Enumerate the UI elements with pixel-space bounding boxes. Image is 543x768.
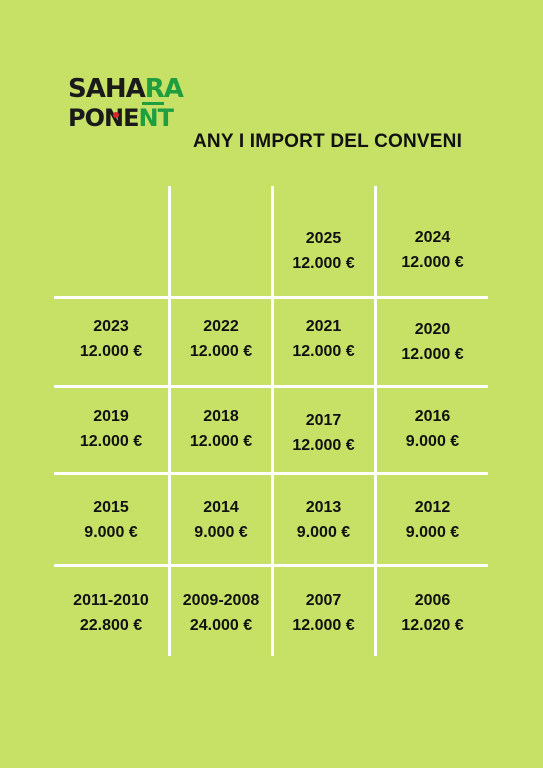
cell-amount: 9.000 € — [194, 524, 248, 541]
table-cell: 2011-2010 22.800 € — [54, 588, 168, 638]
logo-underline-bar — [142, 102, 164, 105]
cell-year: 2017 — [305, 412, 342, 429]
cell-amount: 12.020 € — [401, 617, 464, 634]
cell-amount: 12.000 € — [401, 254, 464, 271]
grid-hline-4 — [54, 564, 488, 567]
logo-red-dot-icon — [113, 112, 119, 118]
cell-amount: 12.000 € — [292, 255, 355, 272]
table-cell: 2017 12.000 € — [273, 408, 374, 458]
cell-amount: 12.000 € — [189, 433, 253, 450]
logo-line-1: SAHARA — [68, 74, 184, 104]
grid-hline-2 — [54, 385, 488, 388]
cell-year: 2012 — [414, 499, 451, 516]
cell-year: 2024 — [414, 229, 451, 246]
table-cell: 2012 9.000 € — [377, 495, 488, 545]
table-cell: 2025 12.000 € — [273, 226, 374, 276]
cell-amount: 12.000 € — [292, 437, 355, 454]
logo-text-nt: NT — [138, 104, 173, 132]
cell-year: 2009-2008 — [182, 592, 260, 609]
table-cell: 2019 12.000 € — [54, 404, 168, 454]
cell-year: 2011-2010 — [73, 592, 149, 609]
logo-text-ra: RA — [144, 74, 184, 104]
table-cell: 2016 9.000 € — [377, 404, 488, 454]
cell-year: 2006 — [414, 592, 451, 609]
grid-vline-1 — [168, 186, 171, 656]
table-cell: 2015 9.000 € — [54, 495, 168, 545]
cell-amount: 22.800 € — [79, 617, 143, 634]
cell-amount: 9.000 € — [296, 524, 351, 541]
sahara-ponent-logo: SAHARA PONENT — [68, 76, 184, 138]
table-cell: 2018 12.000 € — [171, 404, 271, 454]
cell-year: 2025 — [305, 230, 342, 247]
cell-year: 2014 — [203, 499, 239, 516]
table-cell: 2013 9.000 € — [273, 495, 374, 545]
cell-year: 2019 — [93, 408, 129, 425]
cell-amount: 9.000 € — [405, 433, 460, 450]
table-cell: 2021 12.000 € — [273, 314, 374, 364]
table-cell: 2020 12.000 € — [377, 317, 488, 367]
logo-line-2: PONENT — [68, 104, 174, 132]
grid-vline-3 — [374, 186, 377, 656]
cell-amount: 12.000 € — [401, 346, 464, 363]
cell-amount: 12.000 € — [79, 343, 143, 360]
cell-year: 2023 — [93, 318, 129, 335]
table-cell: 2009-2008 24.000 € — [171, 588, 271, 638]
cell-year: 2018 — [203, 408, 239, 425]
cell-year: 2022 — [203, 318, 239, 335]
cell-amount: 12.000 € — [189, 343, 253, 360]
cell-year: 2021 — [305, 318, 342, 335]
logo-text-pone: PONE — [68, 104, 139, 132]
cell-year: 2020 — [414, 321, 451, 338]
cell-year: 2013 — [305, 499, 342, 516]
cell-amount: 24.000 € — [189, 617, 253, 634]
grid-hline-1 — [54, 296, 488, 299]
table-cell: 2023 12.000 € — [54, 314, 168, 364]
grid-hline-3 — [54, 472, 488, 475]
table-cell: 2007 12.000 € — [273, 588, 374, 638]
table-cell: 2022 12.000 € — [171, 314, 271, 364]
cell-year: 2007 — [305, 592, 342, 609]
table-cell: 2014 9.000 € — [171, 495, 271, 545]
table-cell: 2006 12.020 € — [377, 588, 488, 638]
cell-amount: 9.000 € — [405, 524, 460, 541]
cell-amount: 12.000 € — [79, 433, 143, 450]
logo-text-saha: SAHA — [68, 74, 146, 104]
table-cell: 2024 12.000 € — [377, 225, 488, 275]
cell-amount: 9.000 € — [84, 524, 138, 541]
cell-year: 2015 — [93, 499, 129, 516]
convenio-table: 2025 12.000 € 2024 12.000 € 2023 12.000 … — [54, 186, 488, 656]
cell-amount: 12.000 € — [292, 617, 355, 634]
page-title: ANY I IMPORT DEL CONVENI — [193, 131, 463, 152]
cell-year: 2016 — [414, 408, 451, 425]
cell-amount: 12.000 € — [292, 343, 355, 360]
grid-vline-2 — [271, 186, 274, 656]
